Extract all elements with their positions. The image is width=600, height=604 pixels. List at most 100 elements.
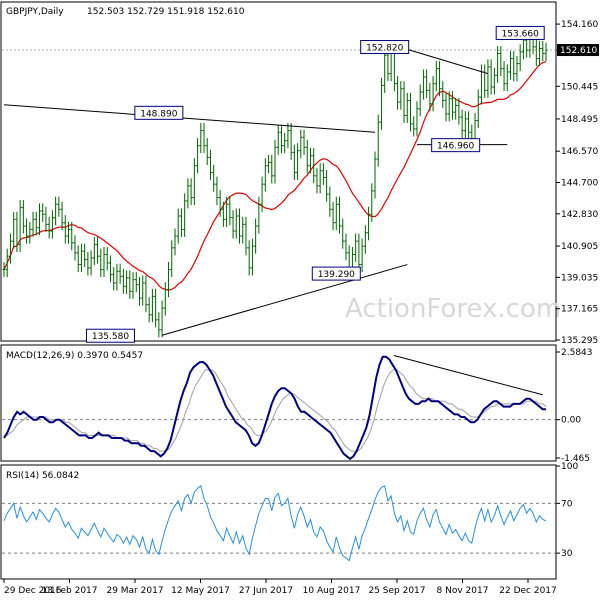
price-bar	[283, 133, 287, 154]
price-bar	[96, 236, 100, 264]
price-bar	[279, 124, 283, 154]
price-bar	[170, 240, 174, 278]
price-bar	[112, 267, 116, 291]
price-bar	[373, 151, 377, 199]
price-bar	[325, 169, 329, 202]
rsi-line	[3, 485, 547, 562]
price-annotation-label: 153.660	[502, 29, 539, 39]
price-bar	[60, 201, 64, 231]
price-bar	[44, 206, 48, 232]
price-bar	[534, 39, 538, 67]
date-tick-label: 25 Sep 2017	[368, 586, 425, 596]
price-bar	[405, 92, 409, 124]
price-bar	[489, 59, 493, 95]
price-bar	[267, 154, 271, 174]
price-bar	[447, 91, 451, 122]
price-bar	[354, 233, 358, 263]
price-bar	[154, 288, 158, 328]
price-bar	[134, 272, 138, 293]
price-bar	[367, 206, 371, 241]
price-bar	[189, 178, 193, 206]
price-bar	[121, 268, 125, 294]
price-annotation-box	[431, 138, 481, 153]
rsi-ytick-label: 100	[561, 462, 578, 472]
price-ytick-label: 148.495	[561, 115, 598, 125]
axis-layer: 154.160 152.610 150.445 148.495 146.570 144.7…	[3, 20, 599, 596]
price-bar	[157, 312, 161, 338]
price-bar	[99, 248, 103, 278]
price-bar	[434, 61, 438, 92]
price-bar	[270, 154, 274, 184]
date-tick-label: 22 Dec 2017	[499, 586, 557, 596]
price-bar	[215, 176, 219, 206]
price-bar	[421, 69, 425, 100]
price-bar	[438, 61, 442, 97]
price-bar	[47, 216, 51, 239]
price-bar	[125, 270, 129, 294]
price-ytick-label: 154.160	[561, 20, 598, 30]
ohlc-label: 152.503 152.729 151.918 152.610	[87, 7, 245, 17]
price-bar	[176, 208, 180, 244]
price-annotation-label: 152.820	[366, 44, 403, 54]
price-bar	[415, 101, 419, 137]
price-bar	[457, 97, 461, 125]
price-bar	[286, 123, 290, 149]
macd-ytick-label: 0.00	[561, 416, 581, 426]
price-ytick-label: 140.905	[561, 242, 598, 252]
macd-title: MACD(12,26,9) 0.3970 0.5457	[6, 351, 143, 361]
macd-ytick-label: -1.465	[561, 454, 590, 464]
price-bar	[334, 196, 338, 231]
price-bar	[221, 201, 225, 227]
price-bar	[34, 211, 38, 236]
price-bar	[147, 297, 151, 323]
price-bar	[515, 56, 519, 82]
price-bar	[518, 44, 522, 72]
price-bar	[396, 76, 400, 110]
price-bar	[25, 218, 29, 244]
macd-ytick-label: 2.5843	[561, 348, 593, 358]
price-bar	[50, 210, 54, 239]
price-ytick-label: 137.165	[561, 305, 598, 315]
price-bar	[338, 196, 342, 234]
price-bar	[21, 200, 25, 234]
price-ytick-label: 139.035	[561, 273, 598, 283]
price-bar	[250, 238, 254, 276]
price-bar	[541, 40, 545, 62]
price-bar	[183, 193, 187, 237]
price-bar	[331, 201, 335, 231]
price-bar	[144, 275, 148, 313]
price-bar	[299, 129, 303, 159]
price-bar	[54, 196, 58, 226]
price-bar	[379, 77, 383, 130]
price-bar	[496, 46, 500, 83]
price-bar	[196, 138, 200, 174]
price-bar	[276, 124, 280, 155]
price-bar	[241, 216, 245, 244]
price-bar	[225, 196, 229, 227]
price-bar	[344, 233, 348, 261]
price-bar	[70, 221, 74, 251]
macd-pane-frame	[0, 344, 557, 462]
price-bar	[441, 81, 445, 108]
price-annotation-box	[134, 105, 184, 120]
price-pane-frame	[0, 1, 557, 342]
price-annotation-label: 148.890	[140, 109, 177, 119]
price-bar	[492, 67, 496, 95]
macd-layer	[2, 355, 556, 461]
price-bar	[247, 240, 251, 276]
price-bar	[118, 263, 122, 284]
price-bar	[428, 82, 432, 112]
price-bar	[450, 91, 454, 120]
price-bar	[505, 64, 509, 92]
price-bar	[357, 233, 361, 273]
price-bar	[179, 208, 183, 237]
price-bar	[89, 250, 93, 276]
price-bar	[305, 139, 309, 174]
price-bar	[205, 138, 209, 165]
price-bar	[444, 92, 448, 122]
price-bar	[131, 272, 135, 299]
price-bar	[402, 81, 406, 124]
price-annotation-box	[495, 25, 545, 40]
